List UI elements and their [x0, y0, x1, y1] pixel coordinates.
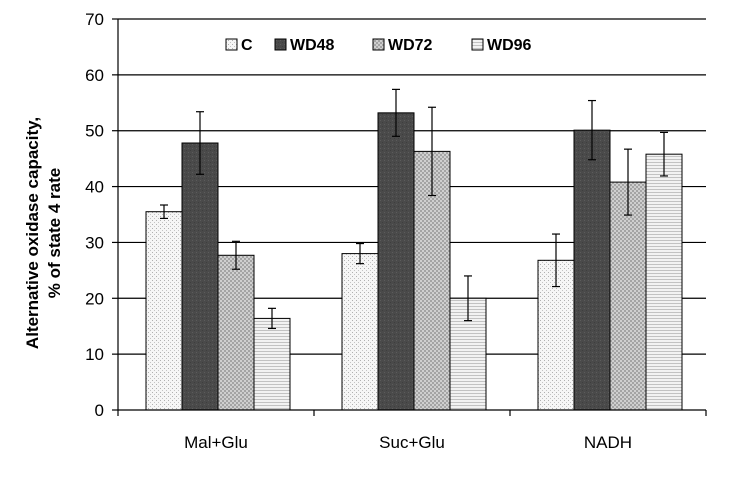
bar-wd72-2 — [609, 181, 647, 411]
y-axis-title-line1: Alternative oxidase capacity, — [23, 117, 42, 349]
bar-wd96-0 — [253, 317, 291, 411]
legend-label-wd96: WD96 — [487, 37, 532, 54]
x-category-label: Suc+Glu — [379, 433, 445, 452]
y-tick-label: 50 — [85, 122, 104, 141]
axes — [117, 19, 707, 416]
y-tick-label: 70 — [85, 10, 104, 29]
y-tick-labels: 0 10 20 30 40 50 60 70 — [85, 10, 118, 420]
y-axis-title-line2: % of state 4 rate — [45, 168, 64, 298]
bar-wd48-1 — [377, 112, 415, 411]
error-bars — [160, 88, 668, 330]
legend-swatch-wd96 — [471, 38, 484, 51]
y-tick-label: 40 — [85, 178, 104, 197]
legend-swatch-c — [225, 38, 238, 51]
y-tick-label: 10 — [85, 345, 104, 364]
bar-wd48-2 — [573, 129, 611, 411]
x-category-labels: Mal+Glu Suc+Glu NADH — [184, 433, 632, 452]
y-tick-label: 60 — [85, 66, 104, 85]
legend-swatch-wd72 — [372, 38, 385, 51]
bars — [145, 112, 683, 411]
bar-wd72-0 — [217, 254, 255, 411]
bar-c-1 — [341, 253, 379, 411]
bar-c-0 — [145, 211, 183, 411]
x-category-label: Mal+Glu — [184, 433, 248, 452]
legend: C WD48 WD72 WD96 — [225, 37, 532, 54]
y-tick-label: 30 — [85, 233, 104, 252]
y-tick-label: 0 — [95, 401, 104, 420]
legend-swatch-wd48 — [274, 38, 287, 51]
y-tick-label: 20 — [85, 289, 104, 308]
bar-wd96-2 — [645, 153, 683, 411]
x-category-label: NADH — [584, 433, 632, 452]
y-axis-title: Alternative oxidase capacity, % of state… — [23, 117, 64, 349]
legend-label-wd72: WD72 — [388, 37, 433, 54]
bar-wd48-0 — [181, 142, 219, 411]
legend-label-wd48: WD48 — [290, 37, 335, 54]
legend-label-c: C — [241, 37, 253, 54]
